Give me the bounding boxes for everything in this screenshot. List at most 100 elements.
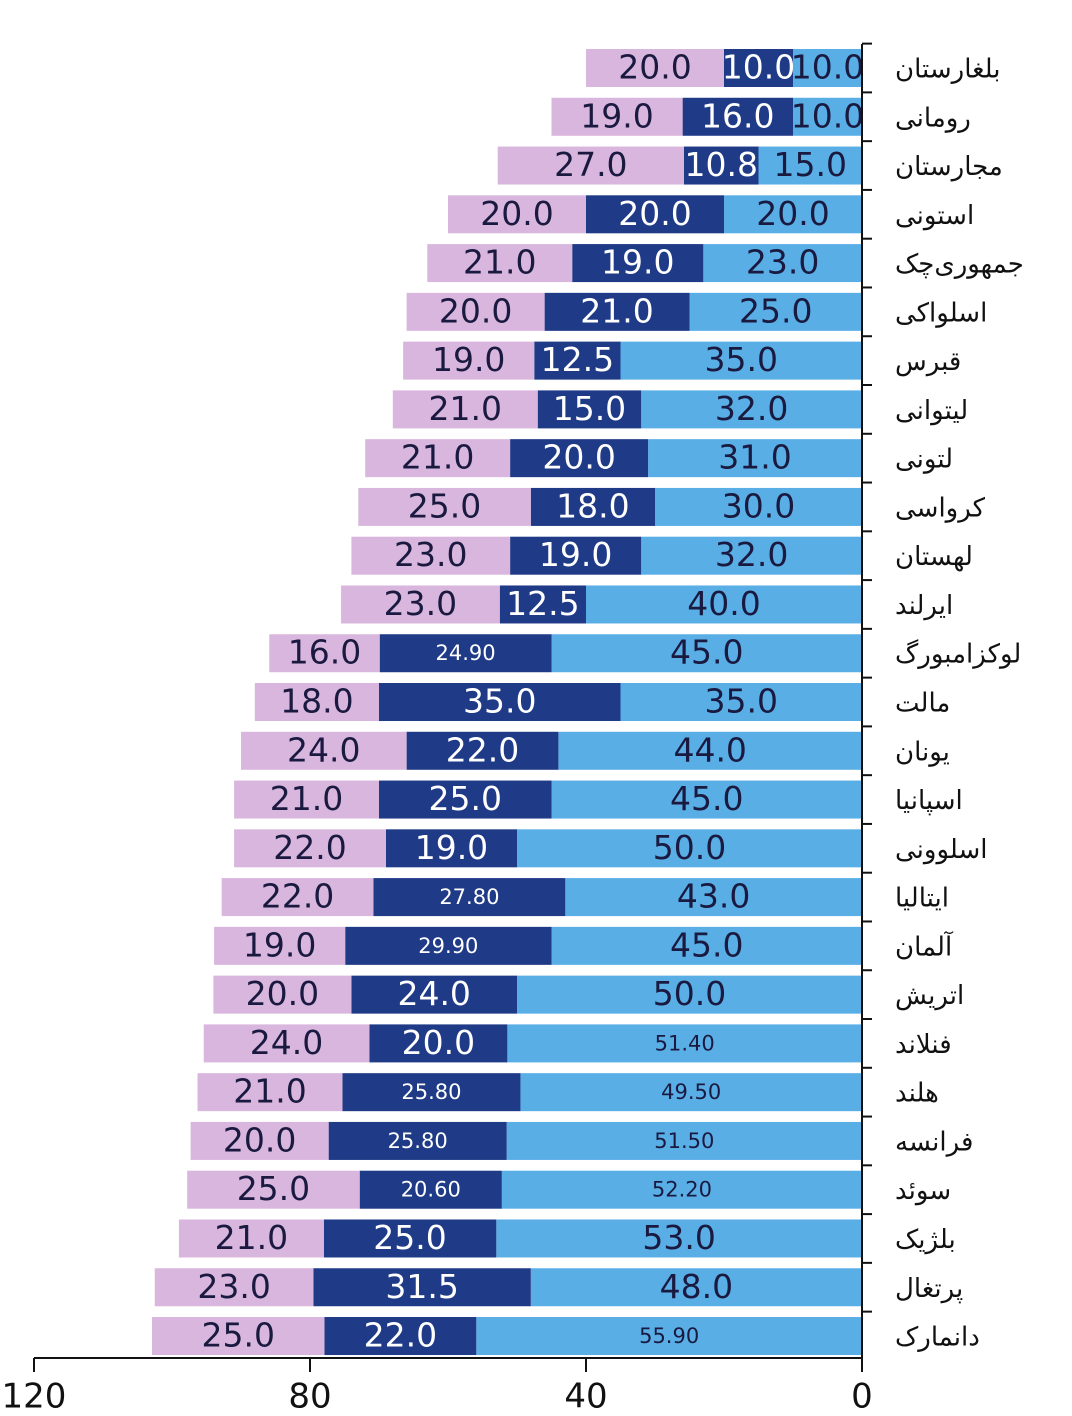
bar-segment: [448, 195, 586, 234]
bar-segment: [586, 585, 862, 624]
bar-segment: [496, 1219, 862, 1258]
bar-segment: [689, 292, 862, 331]
value-label: 10.0: [791, 48, 864, 87]
value-label: 19.0: [243, 925, 316, 964]
bar-segment: [221, 878, 374, 917]
bar-segment: [530, 1268, 862, 1307]
bar-segment: [406, 292, 545, 331]
category-label: بلژیک: [895, 1225, 956, 1255]
value-label: 21.0: [429, 389, 502, 428]
bar-segment: [534, 341, 621, 380]
bar-segment: [499, 585, 586, 624]
value-label: 12.5: [541, 340, 614, 379]
bar-segment: [324, 1317, 477, 1356]
value-label: 10.8: [684, 145, 757, 184]
bar-segment: [520, 1073, 862, 1112]
value-label: 45.0: [670, 633, 743, 672]
category-label: ایرلند: [895, 591, 953, 621]
bar-segment: [241, 731, 407, 770]
bar-segment: [358, 487, 531, 526]
value-label: 24.90: [436, 641, 496, 665]
value-label: 21.0: [580, 291, 653, 330]
bar-segment: [269, 634, 380, 673]
category-label: جمهوری‌چک: [895, 250, 1024, 280]
value-label: 22.0: [446, 730, 519, 769]
value-label: 50.0: [653, 828, 726, 867]
category-label: دانمارک: [895, 1323, 980, 1353]
value-label: 25.80: [388, 1129, 448, 1153]
category-label: لتونی: [895, 445, 953, 475]
value-label: 20.0: [618, 194, 691, 233]
value-label: 22.0: [273, 828, 346, 867]
bar-segment: [506, 1121, 862, 1160]
bar-segment: [558, 731, 862, 770]
bar-segment: [517, 975, 862, 1014]
category-label: سوئد: [895, 1176, 951, 1206]
bar-segment: [683, 146, 759, 185]
bar-segment: [620, 683, 862, 722]
category-label: بلغارستان: [895, 55, 1001, 85]
value-label: 32.0: [715, 389, 788, 428]
value-label: 25.0: [429, 779, 502, 818]
category-label: اسلوونی: [895, 835, 988, 865]
value-label: 25.0: [408, 486, 481, 525]
category-label: فرانسه: [895, 1127, 973, 1157]
value-label: 50.0: [653, 974, 726, 1013]
category-label: اسلواکی: [895, 298, 987, 328]
value-label: 21.0: [401, 438, 474, 477]
bar-segment: [341, 585, 500, 624]
value-label: 24.0: [397, 974, 470, 1013]
value-label: 22.0: [261, 877, 334, 916]
value-label: 25.0: [237, 1169, 310, 1208]
bar-segment: [586, 195, 724, 234]
bar-segment: [351, 975, 517, 1014]
bar-segment: [342, 1073, 521, 1112]
value-label: 51.40: [655, 1031, 715, 1055]
value-label: 53.0: [642, 1218, 715, 1257]
category-label: فنلاند: [895, 1030, 952, 1060]
category-label: یونان: [895, 737, 950, 767]
bar-segment: [758, 146, 862, 185]
bar-segment: [373, 878, 566, 917]
category-label: هلند: [895, 1079, 939, 1109]
value-label: 25.80: [401, 1080, 461, 1104]
value-label: 21.0: [463, 243, 536, 282]
bar-segment: [507, 1024, 862, 1063]
bar-segment: [203, 1024, 370, 1063]
value-label: 27.80: [439, 885, 499, 909]
category-label: اتریش: [895, 981, 964, 1011]
bar-segment: [351, 536, 511, 575]
bar-segment: [365, 439, 511, 478]
value-label: 23.0: [197, 1267, 270, 1306]
bar-segment: [345, 926, 552, 965]
value-label: 20.0: [480, 194, 553, 233]
value-label: 20.0: [542, 438, 615, 477]
category-label: قبرس: [895, 347, 961, 377]
value-label: 21.0: [215, 1218, 288, 1257]
value-label: 23.0: [394, 535, 467, 574]
x-tick-label: 80: [288, 1377, 331, 1416]
bar-segment: [572, 244, 704, 283]
x-tick-label: 40: [564, 1377, 607, 1416]
value-label: 55.90: [639, 1324, 699, 1348]
bar-segment: [392, 390, 538, 429]
bar-segment: [359, 1170, 502, 1209]
value-label: 16.0: [288, 633, 361, 672]
value-label: 18.0: [280, 682, 353, 721]
bar-segment: [551, 780, 862, 819]
value-label: 23.0: [746, 243, 819, 282]
bar-segment: [323, 1219, 497, 1258]
value-label: 23.0: [384, 584, 457, 623]
value-label: 30.0: [722, 486, 795, 525]
value-label: 20.0: [618, 48, 691, 87]
bar-segment: [703, 244, 862, 283]
value-label: 20.0: [402, 1023, 475, 1062]
value-label: 29.90: [418, 934, 478, 958]
value-label: 31.0: [718, 438, 791, 477]
value-label: 19.0: [580, 96, 653, 135]
bar-segment: [476, 1317, 862, 1356]
category-label: رومانی: [895, 103, 971, 133]
value-label: 35.0: [705, 682, 778, 721]
value-label: 35.0: [463, 682, 536, 721]
